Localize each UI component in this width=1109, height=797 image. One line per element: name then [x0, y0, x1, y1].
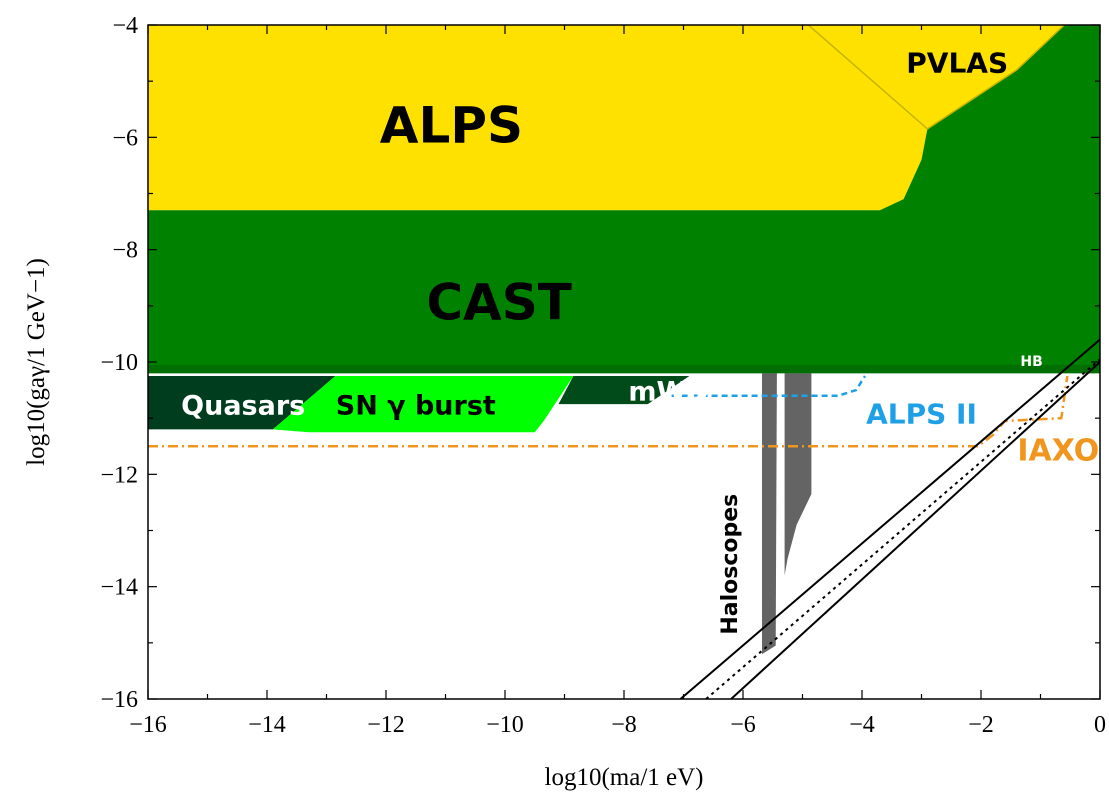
- x-tick-label: −16: [129, 712, 167, 738]
- label-iaxo: IAXO: [1017, 433, 1099, 468]
- alps2-curve: [671, 375, 867, 397]
- label-sn-burst: SN γ burst: [336, 390, 496, 421]
- label-hb: HB: [1020, 354, 1042, 370]
- label-alps: ALPS: [380, 96, 523, 154]
- y-tick-label: −14: [100, 575, 138, 601]
- label-pvlas: PVLAS: [906, 46, 1008, 79]
- band-line-1: [679, 338, 1100, 699]
- y-tick-label: −4: [112, 13, 138, 39]
- x-tick-label: −10: [486, 712, 524, 738]
- x-tick-label: 0: [1094, 712, 1106, 738]
- x-tick-label: −14: [248, 712, 286, 738]
- band-line-3: [730, 361, 1100, 699]
- y-tick-label: −12: [100, 462, 138, 488]
- x-tick-label: −2: [968, 712, 994, 738]
- label-mwd: mWD: [628, 376, 708, 407]
- y-tick-label: −8: [112, 238, 138, 264]
- ticks: [147, 24, 1101, 700]
- label-alps-ii: ALPS II: [866, 397, 977, 430]
- x-tick-label: −12: [367, 712, 405, 738]
- sn-gamma-burst-region: [272, 376, 574, 433]
- band-line-2: [705, 358, 1100, 699]
- label-quasars: Quasars: [181, 390, 305, 421]
- x-axis-title: log10(ma/1 eV): [545, 764, 704, 791]
- y-tick-label: −10: [100, 350, 138, 376]
- x-tick-label: −8: [611, 712, 637, 738]
- x-tick-label: −4: [849, 712, 875, 738]
- y-axis-title: log10(gaγ/1 GeV−1): [23, 258, 50, 466]
- y-tick-label: −6: [112, 125, 138, 151]
- cast-region: [148, 25, 1100, 374]
- y-tick-label: −16: [100, 687, 138, 713]
- region-labels: ALPS PVLAS CAST HB Quasars SN γ burst mWD ALPS …: [181, 46, 1099, 634]
- hb-band: [148, 364, 1100, 374]
- haloscopes-region: [784, 373, 812, 576]
- quasars-region: [148, 376, 336, 430]
- regions: [148, 25, 1100, 655]
- x-tick-label: −6: [730, 712, 756, 738]
- label-cast: CAST: [426, 273, 572, 331]
- tick-labels: −16 −14 −12 −10 −8 −6 −4 −2 0 −4 −6 −8 −10 −12 −14 −16: [100, 13, 1106, 738]
- mwd-region: [558, 376, 690, 405]
- label-haloscopes: Haloscopes: [718, 494, 743, 635]
- curves: [148, 25, 1100, 699]
- pvlas-curve: [807, 25, 1065, 130]
- haloscopes-region: [762, 373, 777, 655]
